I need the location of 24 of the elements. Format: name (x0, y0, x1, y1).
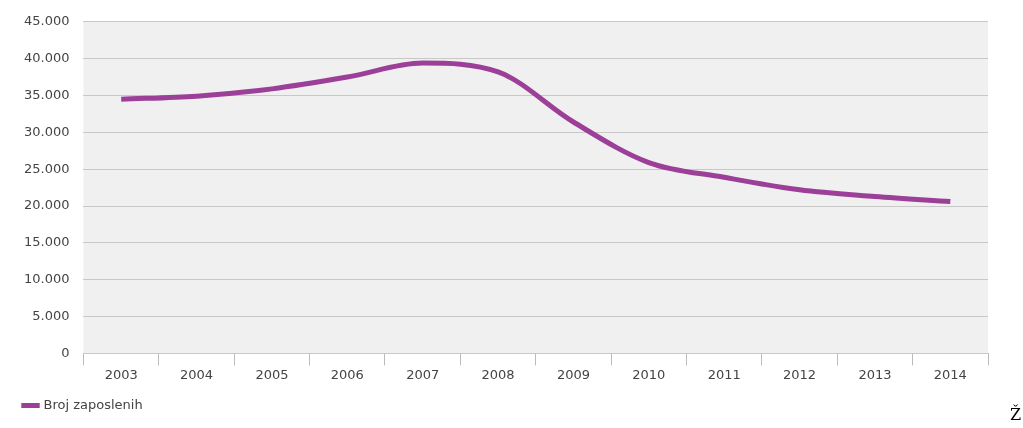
x-tick-label: 2008 (481, 366, 515, 382)
x-tick-label: 2013 (858, 366, 892, 382)
y-tick-label: 20.000 (23, 197, 70, 213)
y-tick-label: 30.000 (23, 123, 70, 139)
text: Ž (1009, 405, 1021, 424)
x-tick-label: 2011 (707, 366, 741, 382)
x-tick-label: 2007 (406, 366, 440, 382)
legend-label: Broj zaposlenih (43, 396, 143, 412)
y-tick-label: 10.000 (23, 271, 70, 287)
x-tick-label: 2006 (330, 366, 364, 382)
x-tick-label: 2003 (104, 366, 138, 382)
y-tick-label: 35.000 (23, 86, 70, 102)
x-tick-label: 2004 (180, 366, 214, 382)
y-tick-label: 5.000 (32, 307, 70, 323)
y-tick-label: 45.000 (23, 13, 70, 29)
x-tick-label: 2014 (933, 366, 967, 382)
x-tick-label: 2012 (783, 366, 817, 382)
x-tick-label: 2005 (255, 366, 289, 382)
y-tick-label: 25.000 (23, 160, 70, 176)
y-tick-label: 40.000 (23, 50, 70, 66)
x-tick-label: 2010 (632, 366, 666, 382)
x-tick-label: 2009 (556, 366, 590, 382)
y-tick-label: 0 (61, 344, 70, 360)
y-tick-label: 15.000 (23, 234, 70, 250)
